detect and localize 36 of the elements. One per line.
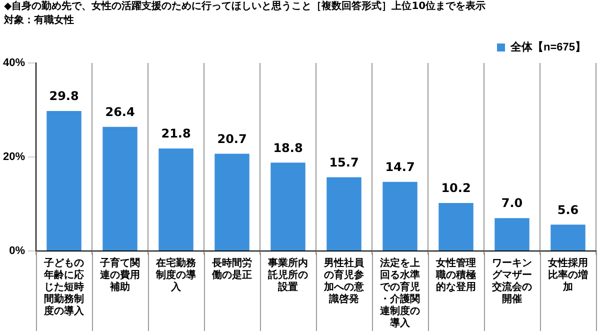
data-label: 20.7	[217, 132, 247, 146]
data-label: 26.4	[105, 105, 135, 120]
data-label: 29.8	[49, 89, 79, 104]
data-label: 10.2	[441, 181, 471, 196]
y-tick-label: 40%	[2, 57, 26, 70]
bar	[214, 154, 250, 250]
x-tick-label: 男性社員の育児参加への意識啓発	[323, 256, 366, 305]
x-tick-label: 在宅勤務制度の導入	[155, 256, 198, 293]
data-label: 14.7	[385, 160, 415, 174]
bar	[326, 177, 362, 250]
data-label: 7.0	[501, 196, 523, 210]
x-tick-label: 女性管理職の積極的な登用	[435, 256, 476, 293]
chart-subtitle: 対象：有職女性	[4, 14, 75, 28]
x-tick-label: 子どもの年齢に応じた短時間勤務制度の導入	[43, 256, 86, 317]
x-tick-label: 事業所内託児所の設置	[267, 256, 308, 293]
bar	[550, 224, 586, 250]
chart-title: ◆自身の勤め先で、女性の活躍支援のために行ってほしいと思うこと［複数回答形式］上位10位までを表示	[4, 0, 487, 14]
x-tick-label: 長時間労働の是正	[211, 256, 252, 281]
x-tick-label: ワーキングマザー交流会の開催	[491, 258, 532, 305]
x-tick-label: 法定を上回る水準での育児・介護関連制度の導入	[379, 256, 420, 329]
data-label: 5.6	[557, 202, 579, 217]
data-label: 15.7	[329, 155, 359, 170]
bar	[158, 148, 194, 250]
bar	[270, 162, 306, 250]
data-label: 18.8	[273, 140, 303, 155]
bar	[438, 203, 474, 250]
bar	[102, 126, 138, 250]
legend-label: 全体【n=675】	[510, 40, 586, 54]
bar	[494, 218, 530, 250]
data-label: 21.8	[161, 126, 191, 141]
y-tick-label: 0%	[9, 245, 26, 258]
bar	[382, 182, 418, 250]
x-tick-label: 子育て関連の費用補助	[99, 256, 140, 293]
x-tick-label: 女性採用比率の増加	[547, 256, 588, 293]
bar	[46, 110, 82, 250]
y-tick-label: 20%	[2, 151, 26, 164]
